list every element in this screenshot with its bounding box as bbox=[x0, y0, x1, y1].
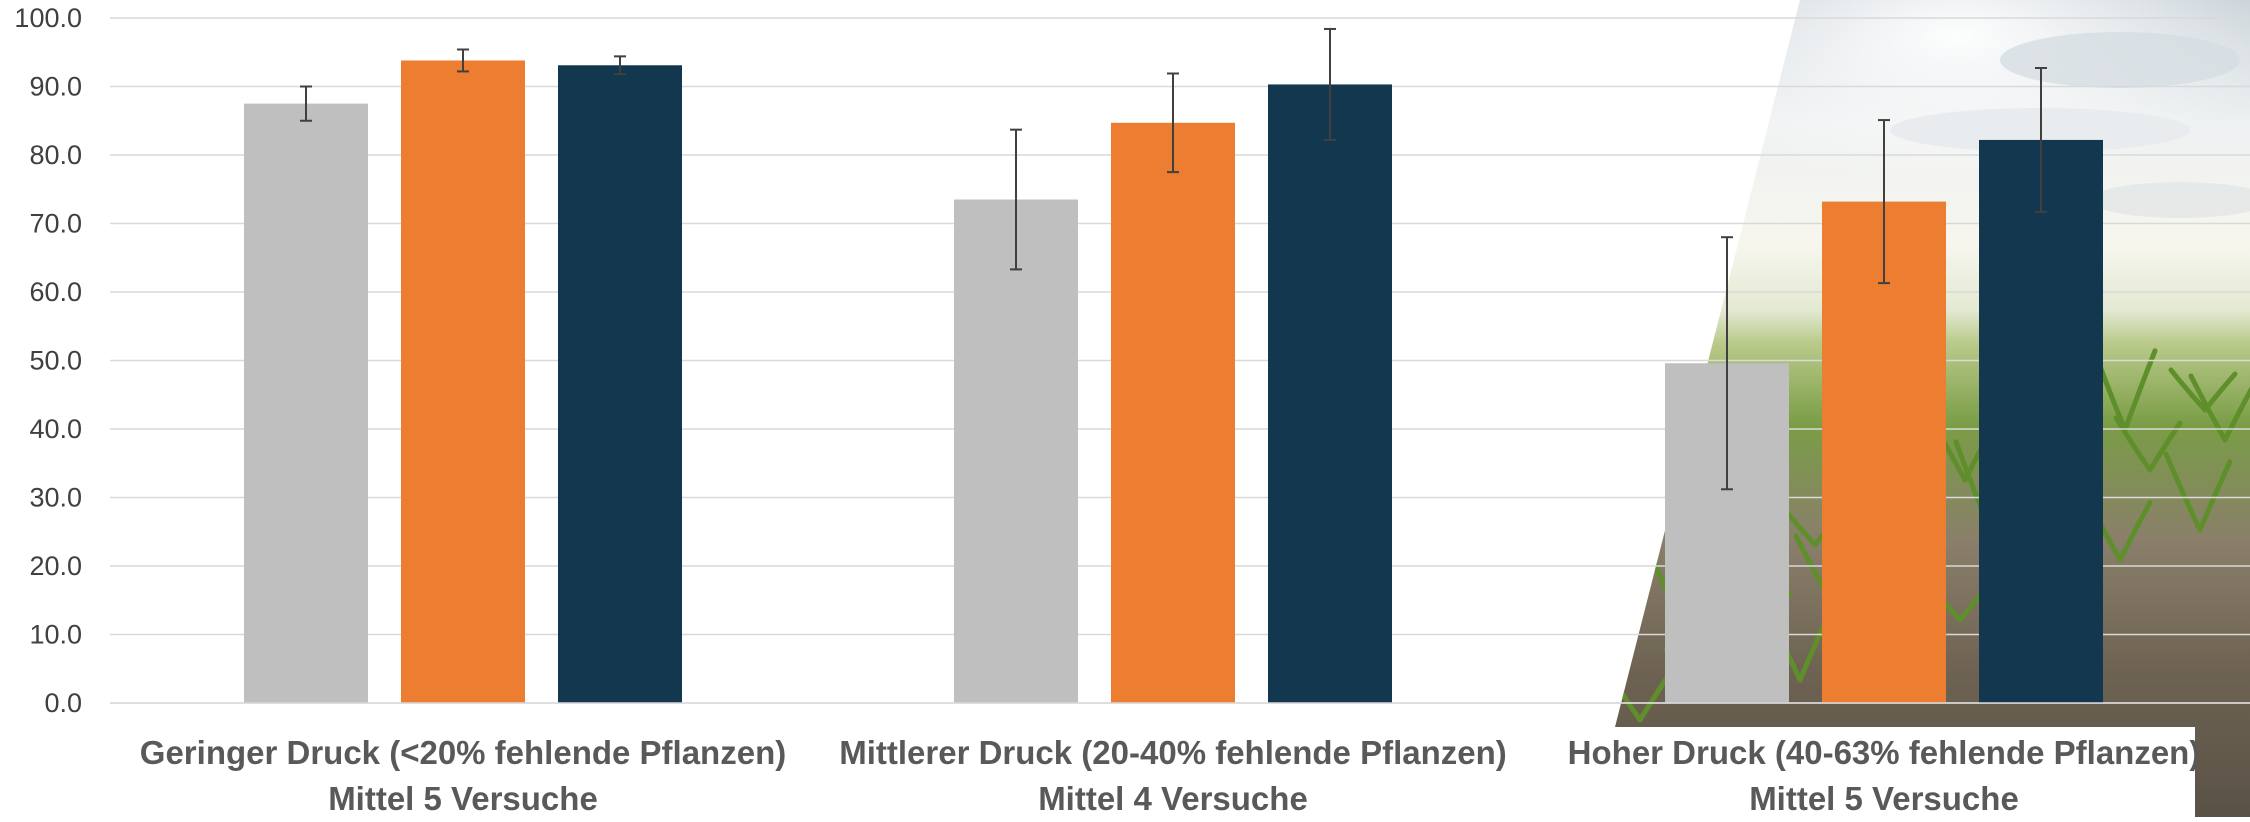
error-bar bbox=[300, 85, 312, 122]
error-bars bbox=[300, 27, 2047, 491]
error-bar bbox=[1324, 27, 1336, 141]
error-bar bbox=[2035, 67, 2047, 213]
plant-leaf bbox=[2222, 379, 2250, 443]
bar bbox=[1268, 84, 1392, 703]
bar bbox=[954, 199, 1078, 703]
category-label-line2: Mittel 5 Versuche bbox=[1749, 780, 2019, 817]
error-bar bbox=[1878, 119, 1890, 285]
error-bar bbox=[614, 55, 626, 76]
y-tick-label: 0.0 bbox=[44, 688, 82, 718]
error-bar bbox=[1167, 72, 1179, 174]
plant-leaf bbox=[2202, 371, 2238, 413]
bar bbox=[1111, 122, 1235, 704]
plant-leaf bbox=[2168, 367, 2208, 413]
plant-leaf bbox=[2163, 451, 2203, 533]
error-bar bbox=[457, 48, 469, 73]
plant-leaf bbox=[2122, 348, 2158, 433]
y-tick-label: 10.0 bbox=[29, 620, 82, 650]
category-label-line1: Mittlerer Druck (20-40% fehlende Pflanze… bbox=[839, 734, 1507, 771]
y-tick-label: 20.0 bbox=[29, 551, 82, 581]
bar bbox=[1822, 201, 1946, 703]
category-labels: Geringer Druck (<20% fehlende Pflanzen) M… bbox=[140, 734, 2201, 817]
error-bar bbox=[1721, 236, 1733, 491]
y-tick-label: 50.0 bbox=[29, 346, 82, 376]
category-label-line2: Mittel 5 Versuche bbox=[328, 780, 598, 817]
y-tick-label: 90.0 bbox=[29, 72, 82, 102]
y-tick-label: 40.0 bbox=[29, 414, 82, 444]
y-tick-label: 70.0 bbox=[29, 209, 82, 239]
error-bar bbox=[1010, 128, 1022, 271]
y-tick-label: 60.0 bbox=[29, 277, 82, 307]
bar bbox=[244, 103, 368, 703]
plant-leaf bbox=[2147, 420, 2183, 473]
y-tick-label: 30.0 bbox=[29, 483, 82, 513]
category-label-line1: Hoher Druck (40-63% fehlende Pflanzen) bbox=[1568, 734, 2201, 771]
y-tick-label: 80.0 bbox=[29, 140, 82, 170]
y-tick-label: 100.0 bbox=[14, 3, 82, 33]
bar bbox=[558, 65, 682, 703]
bars bbox=[244, 60, 2103, 704]
plant-leaf bbox=[2117, 499, 2153, 563]
plant-leaf bbox=[2197, 459, 2233, 533]
y-axis-ticks: 0.0 10.0 20.0 30.0 40.0 50.0 60.0 70.0 80.0 90.0 1… bbox=[14, 3, 82, 718]
category-label-line1: Geringer Druck (<20% fehlende Pflanzen) bbox=[140, 734, 786, 771]
plant-leaf bbox=[2113, 415, 2153, 473]
bar bbox=[1979, 139, 2103, 703]
category-label-line2: Mittel 4 Versuche bbox=[1038, 780, 1308, 817]
bar bbox=[401, 60, 525, 704]
